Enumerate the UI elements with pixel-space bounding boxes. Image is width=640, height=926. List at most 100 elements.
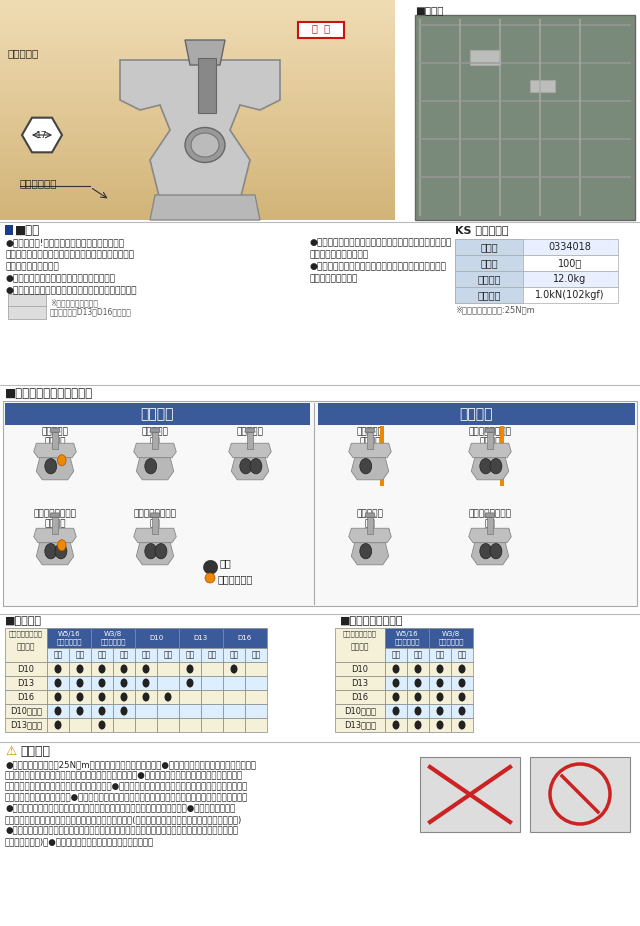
Bar xyxy=(0,54,395,55)
Text: 平行: 平行 xyxy=(97,650,107,659)
Bar xyxy=(91,676,113,690)
Bar xyxy=(179,648,201,662)
Bar xyxy=(5,704,47,718)
Bar xyxy=(0,163,395,164)
Ellipse shape xyxy=(360,544,372,559)
Bar xyxy=(0,213,395,214)
Text: ■セパレーター溶接: ■セパレーター溶接 xyxy=(340,616,403,626)
Bar xyxy=(0,186,395,187)
Bar xyxy=(248,432,253,449)
Bar xyxy=(0,58,395,59)
Bar xyxy=(152,518,157,534)
Ellipse shape xyxy=(458,693,465,702)
Ellipse shape xyxy=(145,544,157,559)
Bar xyxy=(223,648,245,662)
Bar xyxy=(0,170,395,171)
Text: 平行引きでD13、D16の場合。: 平行引きでD13、D16の場合。 xyxy=(50,307,132,316)
Bar xyxy=(0,28,395,29)
Bar xyxy=(0,7,395,8)
Text: ●スラブ鉄筋下段への取り付けで、かぶりもクリア。: ●スラブ鉄筋下段への取り付けで、かぶりもクリア。 xyxy=(5,286,136,295)
Bar xyxy=(0,117,395,118)
Bar xyxy=(0,211,395,212)
Bar xyxy=(0,212,395,213)
Bar xyxy=(5,628,47,662)
Bar xyxy=(0,32,395,33)
Bar xyxy=(245,690,267,704)
Bar xyxy=(0,200,395,201)
Bar xyxy=(113,648,135,662)
Bar xyxy=(0,103,395,104)
Text: D16: D16 xyxy=(351,693,369,702)
Polygon shape xyxy=(365,428,375,432)
Bar xyxy=(47,648,69,662)
Bar xyxy=(0,96,395,97)
Ellipse shape xyxy=(54,707,61,716)
Bar xyxy=(0,61,395,62)
Bar xyxy=(0,71,395,72)
Bar xyxy=(0,3,395,4)
Bar xyxy=(0,64,395,65)
Text: 直交: 直交 xyxy=(458,650,467,659)
Text: 12.0kg: 12.0kg xyxy=(554,274,587,284)
Bar xyxy=(335,628,385,662)
Bar xyxy=(0,176,395,177)
Bar xyxy=(0,188,395,189)
Bar xyxy=(0,45,395,46)
Ellipse shape xyxy=(120,707,127,716)
Text: 適応鉄筋: 適応鉄筋 xyxy=(351,642,369,651)
Bar xyxy=(451,662,473,676)
Polygon shape xyxy=(351,457,388,480)
Polygon shape xyxy=(150,428,160,432)
Bar xyxy=(0,37,395,38)
Bar xyxy=(0,42,395,43)
Bar xyxy=(488,518,493,534)
Polygon shape xyxy=(228,444,271,457)
Bar xyxy=(5,225,13,235)
Text: セパレーター: セパレーター xyxy=(218,574,253,584)
Bar xyxy=(385,718,407,732)
Bar xyxy=(0,24,395,25)
Bar xyxy=(0,215,395,216)
Text: 100個: 100個 xyxy=(558,258,582,268)
Bar xyxy=(0,84,395,85)
Ellipse shape xyxy=(145,458,157,474)
Text: 品　番: 品 番 xyxy=(480,242,498,252)
Bar xyxy=(223,628,267,648)
Bar xyxy=(470,50,500,65)
Bar xyxy=(8,294,46,319)
Text: 適応セパレーター: 適応セパレーター xyxy=(343,630,377,636)
Text: に注意してください。ネジが破損する恐れがあります。(特に電動工具使用時には注意してください。): に注意してください。ネジが破損する恐れがあります。(特に電動工具使用時には注意し… xyxy=(5,815,243,824)
Bar xyxy=(367,432,372,449)
Bar xyxy=(0,214,395,215)
Text: ●鉄筋、セパレーターと金物が斜めにならないように締め付けてください。　●ボルトの締めすぎ: ●鉄筋、セパレーターと金物が斜めにならないように締め付けてください。 ●ボルトの… xyxy=(5,804,236,813)
Bar xyxy=(0,143,395,144)
Bar xyxy=(179,628,223,648)
Bar xyxy=(52,518,58,534)
Text: 平行: 平行 xyxy=(141,650,150,659)
Text: 梱包質量: 梱包質量 xyxy=(477,274,500,284)
Bar xyxy=(0,23,395,24)
Polygon shape xyxy=(34,444,76,457)
Ellipse shape xyxy=(415,720,422,730)
Text: 1.0kN(102kgf): 1.0kN(102kgf) xyxy=(535,290,605,300)
Bar xyxy=(0,12,395,13)
Ellipse shape xyxy=(392,693,399,702)
Bar xyxy=(0,90,395,91)
Bar xyxy=(0,73,395,74)
Bar xyxy=(0,81,395,82)
Text: W5/16
セパレーター: W5/16 セパレーター xyxy=(394,632,420,644)
Bar xyxy=(223,704,245,718)
Bar xyxy=(0,189,395,190)
Bar xyxy=(0,74,395,75)
Bar xyxy=(0,85,395,86)
Ellipse shape xyxy=(186,665,193,673)
Bar xyxy=(0,146,395,147)
Text: 下を防止します。: 下を防止します。 xyxy=(310,274,358,283)
Polygon shape xyxy=(34,528,76,543)
Bar xyxy=(0,154,395,155)
Bar xyxy=(69,662,91,676)
Bar xyxy=(0,59,395,60)
Ellipse shape xyxy=(458,665,465,673)
Bar xyxy=(0,30,395,31)
Text: ■鉄筋＋セパの組み合わせ: ■鉄筋＋セパの組み合わせ xyxy=(5,387,93,400)
